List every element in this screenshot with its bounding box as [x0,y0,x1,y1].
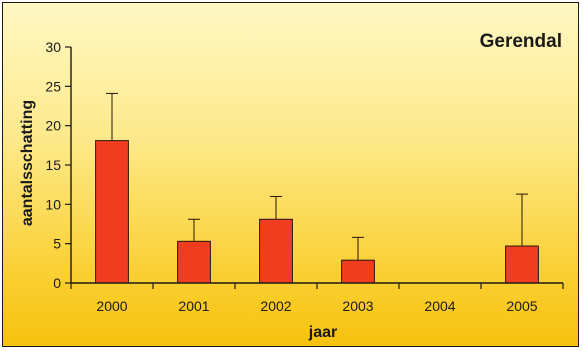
x-axis-ticks: 2000 2001 2002 2003 2004 2005 [70,283,564,314]
x-tick-label: 2001 [178,298,209,314]
bar-2002 [259,218,293,284]
x-tick-label: 2000 [96,298,127,314]
x-tick-label: 2004 [424,298,455,314]
x-tick-label: 2002 [260,298,291,314]
bar-2001 [177,240,211,284]
bar-2005 [505,245,539,284]
y-tick-label: 20 [45,118,61,134]
error-bars [106,92,528,261]
x-tick-label: 2003 [342,298,373,314]
bar-2003 [341,259,375,284]
y-tick-label: 10 [45,196,61,212]
y-axis-ticks: 0 5 10 15 20 25 30 [45,39,71,291]
x-tick-label: 2005 [506,298,537,314]
bar-chart: Gerendal aantalsschatting jaar 0 5 10 15 20 2… [19,31,564,341]
y-tick-label: 25 [45,78,61,94]
y-tick-label: 0 [53,275,61,291]
bar-series [95,140,539,284]
chart-title: Gerendal [480,31,562,52]
chart-panel: Gerendal aantalsschatting jaar 0 5 10 15 20 2… [2,2,579,347]
y-tick-label: 30 [45,39,61,55]
bar-2000 [95,140,129,284]
y-tick-label: 15 [45,157,61,173]
x-axis-title: jaar [308,324,337,341]
y-tick-label: 5 [53,236,61,252]
y-axis-title: aantalsschatting [19,100,36,226]
